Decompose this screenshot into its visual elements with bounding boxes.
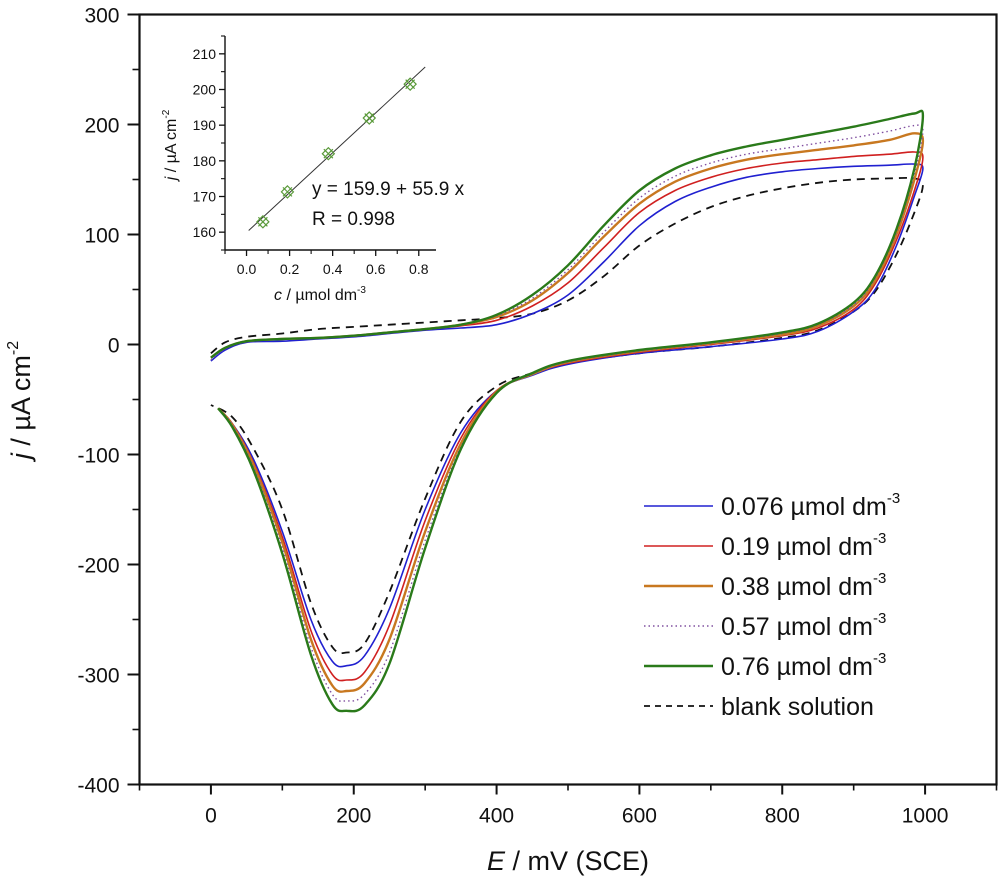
main-x-tick-label: 600 bbox=[622, 805, 657, 828]
main-y-axis-label: j / µA cm-2 bbox=[5, 341, 36, 463]
inset-x-axis-label: c / µmol dm-3 bbox=[274, 285, 366, 304]
inset-data-point bbox=[280, 185, 295, 199]
legend: 0.076 µmol dm-3 0.19 µmol dm-3 0.38 µmol d… bbox=[644, 490, 900, 721]
inset-data-point bbox=[256, 214, 270, 229]
inset-axis-ticks: 0.0 0.2 0.4 0.6 0.8 160 170 180 190 200 210 bbox=[193, 35, 429, 277]
main-y-tick-label: 0 bbox=[108, 335, 120, 358]
inset-y-tick-label: 160 bbox=[193, 224, 217, 240]
main-y-tick-label: -200 bbox=[77, 555, 119, 578]
legend-label: 0.19 µmol dm-3 bbox=[721, 530, 886, 561]
inset-y-tick-label: 180 bbox=[193, 153, 217, 169]
legend-label: 0.57 µmol dm-3 bbox=[721, 610, 886, 641]
inset-data-point bbox=[403, 77, 418, 91]
inset-x-tick-label: 0.8 bbox=[409, 261, 429, 277]
cv-curve-conc-5 bbox=[210, 109, 925, 713]
cv-curve-conc-1 bbox=[210, 163, 924, 668]
inset-y-axis-label: j / µA cm-2 bbox=[161, 109, 180, 182]
inset-fit-equation: y = 159.9 + 55.9 x bbox=[312, 179, 465, 200]
legend-label: 0.76 µmol dm-3 bbox=[721, 650, 886, 681]
main-y-tick-label: 300 bbox=[84, 5, 119, 28]
main-x-tick-label: 0 bbox=[205, 805, 217, 828]
main-x-tick-label: 800 bbox=[765, 805, 800, 828]
inset-calibration-plot: 0.0 0.2 0.4 0.6 0.8 160 170 180 190 200 210 y = 15… bbox=[161, 35, 465, 304]
cv-curve-blank bbox=[210, 176, 924, 655]
inset-x-tick-label: 0.4 bbox=[323, 261, 343, 277]
main-y-tick-label: -100 bbox=[77, 445, 119, 468]
inset-fit-r-value: R = 0.998 bbox=[312, 209, 395, 230]
main-x-tick-label: 200 bbox=[336, 805, 371, 828]
main-x-tick-label: 400 bbox=[479, 805, 514, 828]
inset-fit-line bbox=[248, 66, 426, 231]
cv-curve-conc-2 bbox=[210, 151, 924, 682]
main-y-tick-label: 100 bbox=[84, 225, 119, 248]
inset-data-group bbox=[248, 66, 426, 231]
legend-label: 0.076 µmol dm-3 bbox=[721, 490, 900, 521]
cv-curve-conc-4 bbox=[210, 123, 924, 702]
main-y-tick-label: -400 bbox=[77, 775, 119, 798]
inset-data-point bbox=[321, 146, 336, 161]
inset-y-tick-label: 210 bbox=[193, 46, 217, 62]
legend-label: 0.38 µmol dm-3 bbox=[721, 570, 886, 601]
inset-y-tick-label: 190 bbox=[193, 117, 217, 133]
main-x-axis-label: E / mV (SCE) bbox=[487, 846, 649, 876]
main-series-group bbox=[210, 109, 925, 713]
inset-x-tick-label: 0.0 bbox=[237, 261, 257, 277]
inset-x-tick-label: 0.2 bbox=[280, 261, 300, 277]
inset-y-tick-label: 200 bbox=[193, 82, 217, 98]
main-y-tick-label: -300 bbox=[77, 665, 119, 688]
main-x-tick-label: 1000 bbox=[902, 805, 949, 828]
inset-x-tick-label: 0.6 bbox=[366, 261, 386, 277]
inset-data-point bbox=[362, 111, 377, 125]
main-axis-ticks: 0 200 400 600 800 1000 -400 -300 -200 -100 0 100 200… bbox=[77, 5, 998, 828]
legend-label: blank solution bbox=[721, 693, 874, 721]
inset-y-tick-label: 170 bbox=[193, 189, 217, 205]
main-y-tick-label: 200 bbox=[84, 115, 119, 138]
